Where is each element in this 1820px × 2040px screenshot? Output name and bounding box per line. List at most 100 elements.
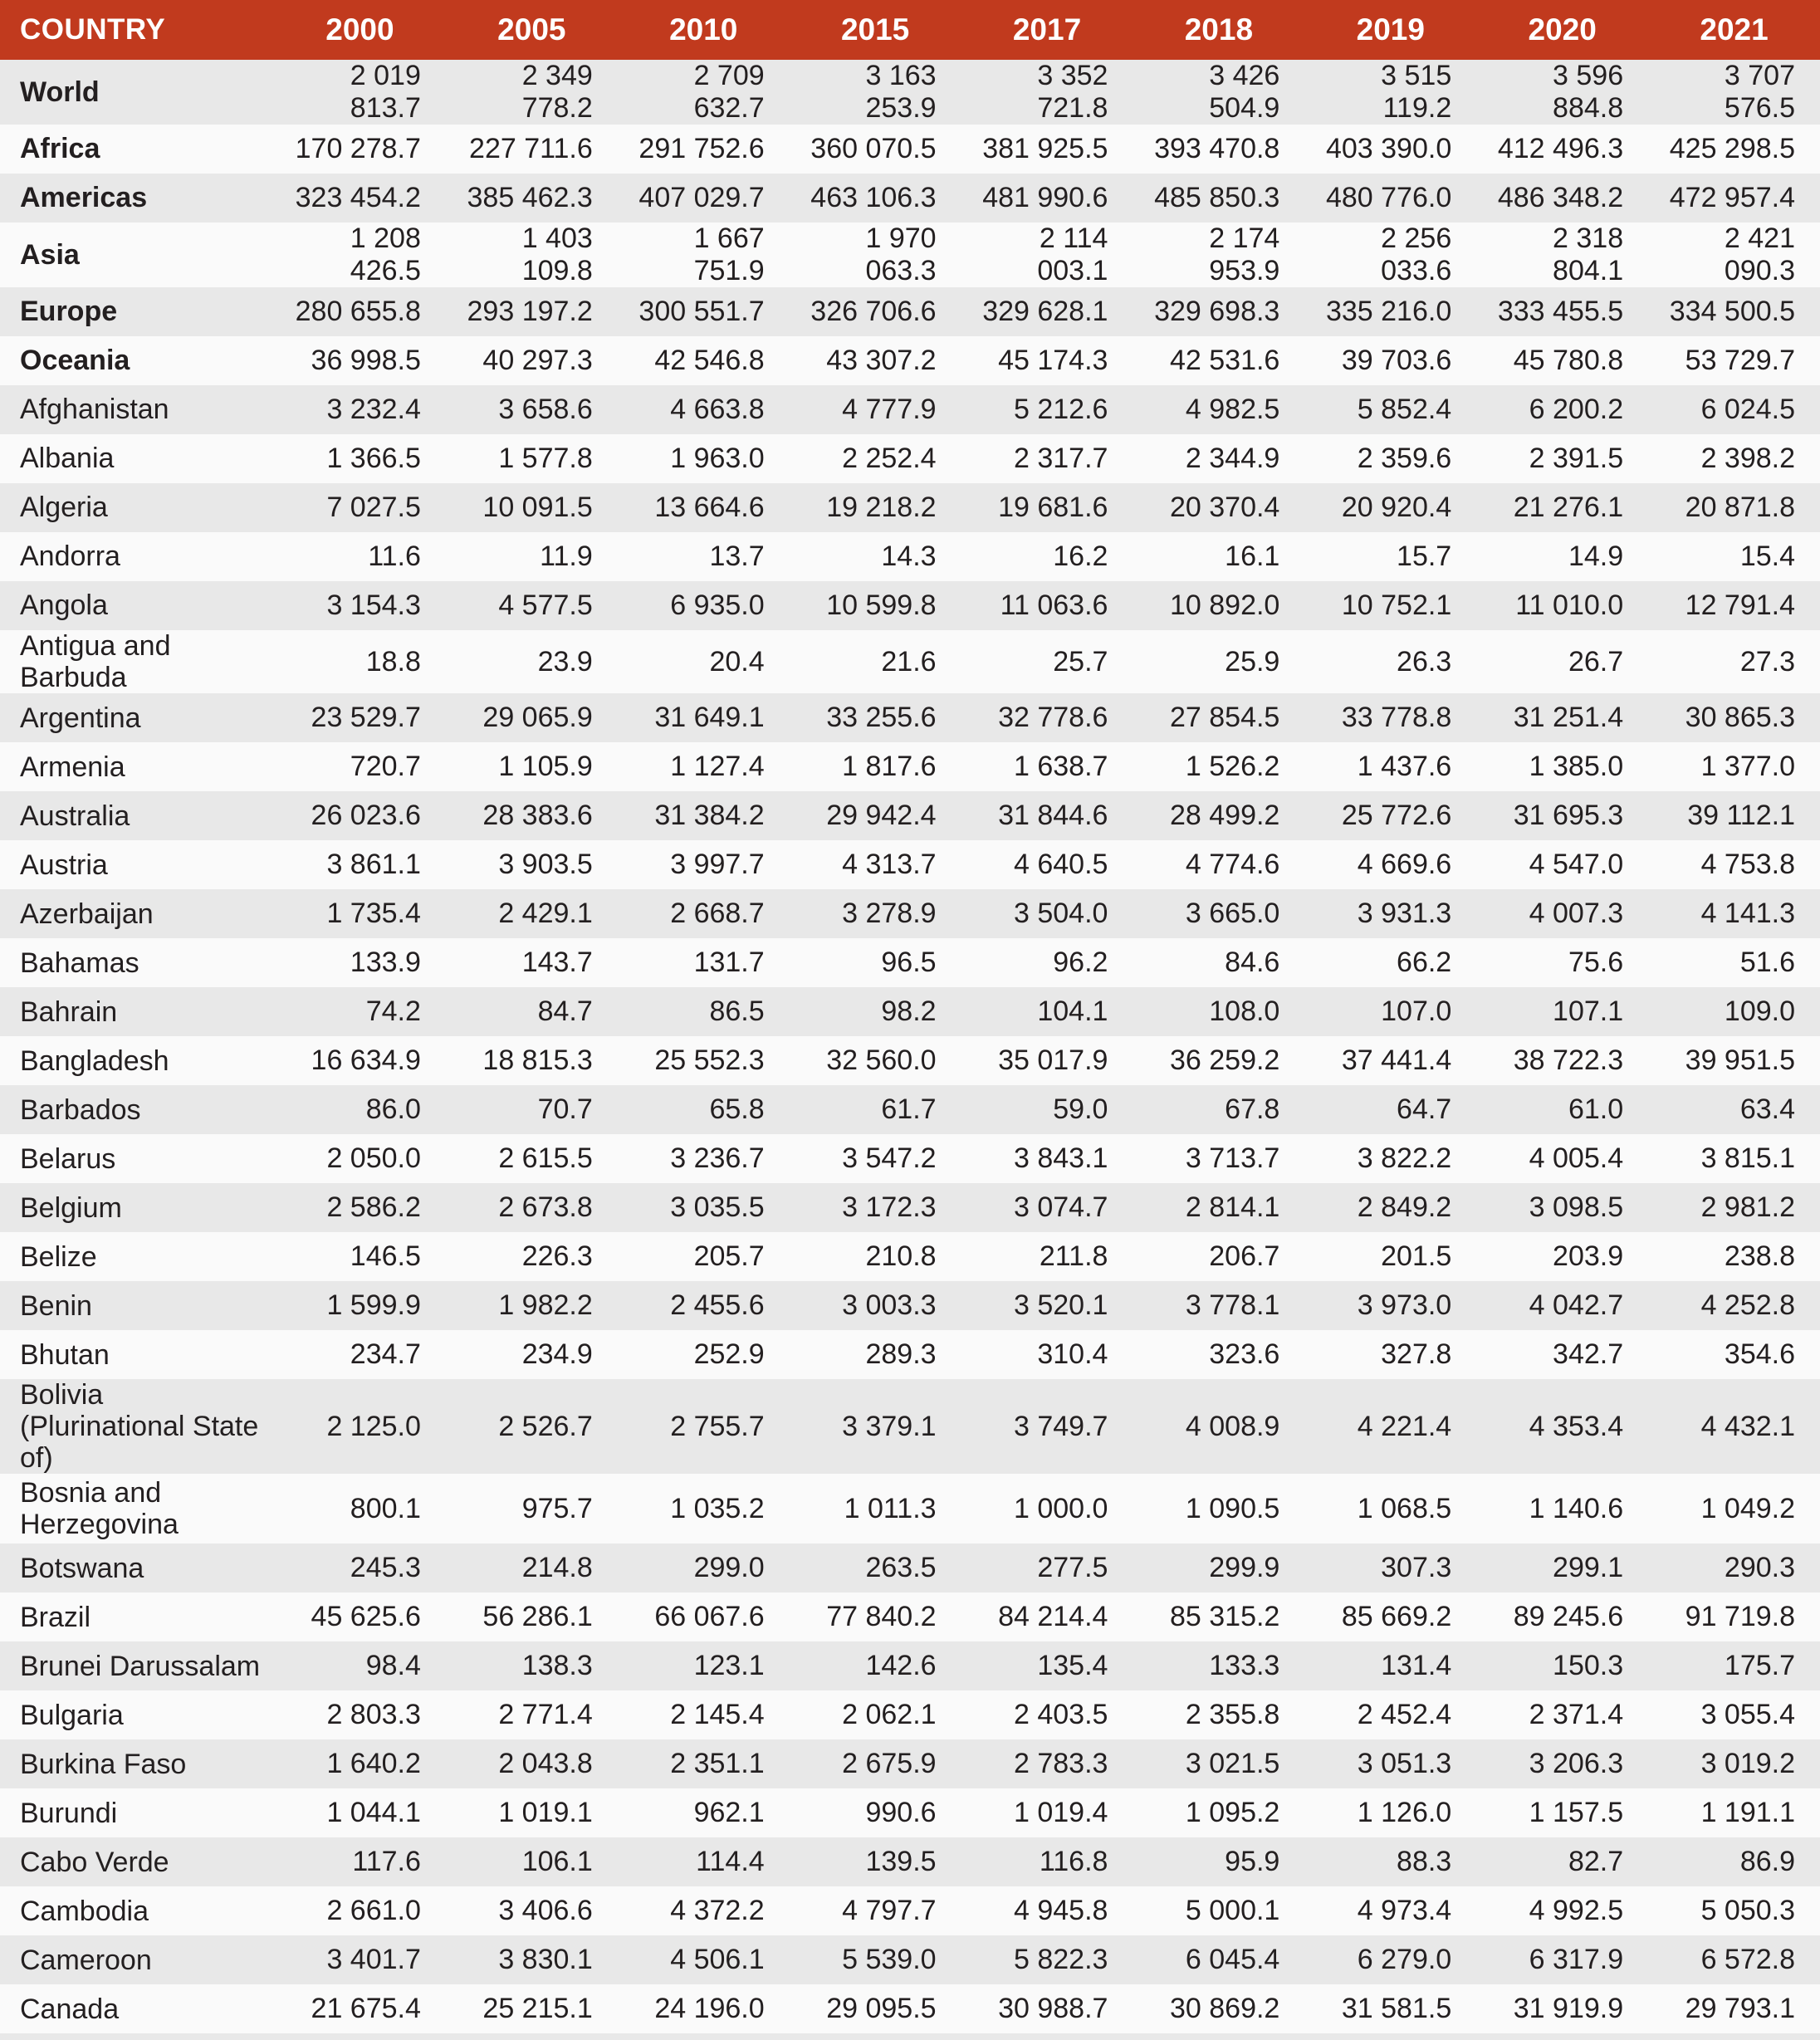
country-label: Bahamas [20,947,139,979]
country-row: Bulgaria 2 803.3 2 771.4 2 145.4 2 062.1 2 40… [0,1690,1820,1740]
value-cell: 1 599.9 [326,1289,421,1322]
year-column-header: 2020 [1476,0,1649,60]
value-cell: 3 515 119.2 [1381,60,1452,124]
value-cell: 4 005.4 [1529,1142,1624,1175]
value-cell: 2 981.2 [1700,1191,1796,1224]
country-label: Barbados [20,1093,141,1126]
value-cell: 31 581.5 [1341,1993,1452,2025]
value-cell: 25 215.1 [482,1993,593,2025]
value-cell: 11 063.6 [1000,589,1108,621]
country-row: Afghanistan 3 232.4 3 658.6 4 663.8 4 777.9 5… [0,385,1820,434]
value-cell: 42 546.8 [654,345,765,376]
value-cell: 1 640.2 [326,1748,421,1780]
value-cell: 3 426 504.9 [1209,60,1280,124]
value-cell: 3 236.7 [670,1142,765,1175]
value-cell: 3 019.2 [1700,1748,1796,1780]
country-label: Bangladesh [20,1044,169,1077]
year-column-header: 2019 [1304,0,1477,60]
value-cell: 1 095.2 [1185,1797,1280,1829]
region-row: Africa 170 278.7 227 711.6 291 752.6 360 070… [0,125,1820,174]
value-cell: 3 154.3 [326,589,421,621]
value-cell: 290.3 [1724,1552,1796,1584]
value-cell: 6 024.5 [1700,394,1796,425]
country-label: Bahrain [20,996,118,1028]
country-row: Austria 3 861.1 3 903.5 3 997.7 4 313.7 4 640… [0,840,1820,890]
value-cell: 31 251.4 [1513,702,1624,734]
value-cell: 2 344.9 [1185,443,1280,474]
value-cell: 2 391.5 [1529,443,1624,474]
value-cell: 21.6 [881,645,937,678]
country-label: Belgium [20,1191,122,1224]
value-cell: 2 455.6 [670,1289,765,1322]
value-cell: 3 665.0 [1185,898,1280,930]
value-cell: 6 317.9 [1529,1944,1624,1976]
value-cell: 98.2 [881,996,937,1028]
year-column-header: 2015 [789,0,961,60]
value-cell: 95.9 [1225,1846,1280,1878]
country-label: Algeria [20,492,108,524]
value-cell: 1 157.5 [1529,1797,1624,1829]
country-row: Antigua and Barbuda 18.8 23.9 20.4 21.6 25.7 2… [0,630,1820,694]
value-cell: 142.6 [865,1650,937,1682]
value-cell: 3 206.3 [1529,1748,1624,1780]
value-cell: 720.7 [350,751,421,783]
country-label: Bosnia and Herzegovina [20,1477,179,1541]
value-cell: 2 174 953.9 [1209,223,1280,286]
value-cell: 29 942.4 [826,800,937,832]
value-cell: 30 865.3 [1685,702,1796,734]
value-cell: 106.1 [521,1846,593,1878]
year-column-header: 2018 [1133,0,1305,60]
value-cell: 310.4 [1037,1338,1108,1371]
country-label: World [20,76,100,108]
value-cell: 381 925.5 [982,133,1108,164]
value-cell: 5 852.4 [1357,394,1452,425]
value-cell: 24 196.0 [654,1993,765,2025]
value-cell: 1 577.8 [498,443,593,474]
country-row: Albania 1 366.5 1 577.8 1 963.0 2 252.4 2 317… [0,434,1820,483]
value-cell: 280 655.8 [295,296,421,327]
value-cell: 25 772.6 [1341,800,1452,832]
year-column-header: 2010 [617,0,790,60]
value-cell: 329 628.1 [982,296,1108,327]
value-cell: 4 973.4 [1357,1895,1452,1927]
value-cell: 2 526.7 [498,1410,593,1442]
country-row: Argentina 23 529.7 29 065.9 31 649.1 33 255.… [0,693,1820,743]
value-cell: 480 776.0 [1325,182,1452,213]
value-cell: 70.7 [537,1093,593,1126]
value-cell: 107.0 [1381,996,1452,1028]
value-cell: 27.3 [1739,645,1796,678]
value-cell: 472 957.4 [1669,182,1796,213]
value-cell: 63.4 [1739,1093,1796,1126]
value-cell: 59.0 [1053,1093,1108,1126]
value-cell: 45 174.3 [998,345,1108,376]
value-cell: 61.7 [881,1093,937,1126]
value-cell: 407 029.7 [638,182,765,213]
value-cell: 28 499.2 [1169,800,1280,832]
value-cell: 2 371.4 [1529,1699,1624,1731]
value-cell: 2 318 804.1 [1553,223,1624,286]
value-cell: 11 010.0 [1515,589,1624,621]
country-row: Brunei Darussalam 98.4 138.3 123.1 142.6 135.… [0,1641,1820,1691]
value-cell: 2 783.3 [1014,1748,1108,1780]
value-cell: 4 141.3 [1700,898,1796,930]
value-cell: 3 098.5 [1529,1191,1624,1224]
value-cell: 23.9 [537,645,593,678]
country-row: Belgium 2 586.2 2 673.8 3 035.5 3 172.3 3 074… [0,1183,1820,1233]
value-cell: 1 126.0 [1357,1797,1452,1829]
country-label: Botswana [20,1552,144,1584]
value-cell: 1 049.2 [1700,1492,1796,1524]
country-label: Africa [20,133,100,165]
value-cell: 2 256 033.6 [1381,223,1452,286]
value-cell: 3 352 721.8 [1037,60,1108,124]
value-cell: 14.3 [881,541,937,572]
value-cell: 2 349 778.2 [521,60,593,124]
value-cell: 25.7 [1053,645,1108,678]
value-cell: 21 276.1 [1513,492,1624,523]
value-cell: 2 062.1 [842,1699,937,1731]
value-cell: 2 771.4 [498,1699,593,1731]
value-cell: 3 931.3 [1357,898,1452,930]
country-label: Brazil [20,1601,91,1633]
value-cell: 3 547.2 [842,1142,937,1175]
value-cell: 37 441.4 [1341,1044,1452,1077]
